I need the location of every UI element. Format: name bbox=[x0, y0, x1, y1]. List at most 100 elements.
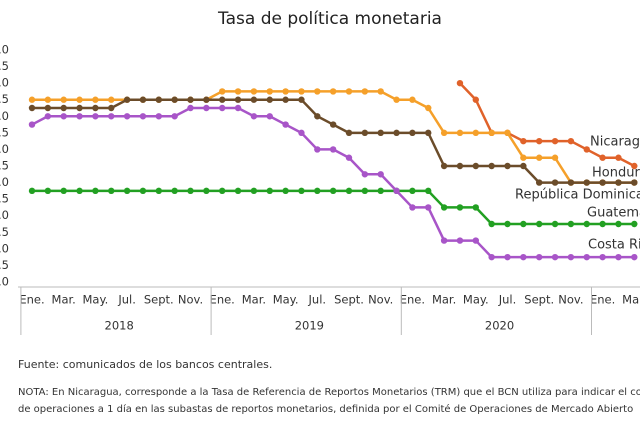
data-point bbox=[551, 137, 559, 145]
data-point bbox=[551, 154, 559, 161]
data-point bbox=[187, 96, 194, 103]
data-point bbox=[187, 104, 194, 112]
data-point bbox=[583, 146, 590, 153]
data-point bbox=[250, 88, 258, 95]
data-point bbox=[60, 187, 67, 195]
data-point bbox=[599, 179, 606, 186]
data-point bbox=[282, 187, 289, 195]
data-point bbox=[123, 113, 131, 120]
data-point bbox=[631, 162, 638, 170]
data-point bbox=[583, 253, 590, 261]
data-point bbox=[583, 220, 590, 228]
data-point bbox=[599, 253, 606, 261]
data-point bbox=[345, 187, 353, 195]
data-point bbox=[425, 104, 432, 112]
data-point bbox=[377, 129, 384, 137]
data-point bbox=[615, 253, 622, 261]
data-point bbox=[536, 179, 543, 186]
data-point bbox=[219, 187, 226, 195]
data-point bbox=[567, 253, 575, 261]
data-point bbox=[488, 253, 495, 261]
y-tick-label: 3.0 bbox=[0, 175, 9, 189]
y-tick-label: 0.0 bbox=[0, 275, 9, 289]
data-point bbox=[155, 113, 162, 120]
data-point bbox=[504, 129, 511, 137]
data-point bbox=[108, 187, 115, 195]
data-point bbox=[139, 96, 147, 103]
y-tick-label: 1.0 bbox=[0, 241, 9, 255]
data-point bbox=[520, 162, 527, 170]
data-point bbox=[567, 137, 575, 145]
data-point bbox=[504, 220, 511, 228]
x-tick-label: May. bbox=[463, 293, 489, 307]
x-tick-label: Ene. bbox=[19, 293, 44, 307]
x-tick-label: Jul. bbox=[308, 293, 327, 307]
data-point bbox=[219, 96, 226, 103]
data-point bbox=[599, 154, 606, 161]
series-label: Nicaragua bbox=[590, 135, 640, 150]
data-point bbox=[472, 96, 479, 103]
x-tick-label: Nov. bbox=[368, 293, 393, 307]
data-point bbox=[361, 88, 369, 95]
data-point bbox=[409, 96, 416, 103]
data-point bbox=[472, 162, 479, 170]
data-point bbox=[28, 187, 36, 195]
data-point bbox=[393, 96, 400, 103]
year-label: 2020 bbox=[485, 319, 514, 333]
series-label: República Dominicana bbox=[515, 188, 640, 203]
data-point bbox=[456, 237, 464, 244]
data-point bbox=[488, 220, 495, 228]
data-point bbox=[139, 113, 147, 120]
data-point bbox=[631, 253, 638, 261]
data-point bbox=[615, 220, 622, 228]
data-point bbox=[536, 253, 543, 261]
data-point bbox=[504, 162, 511, 170]
data-point bbox=[123, 96, 131, 103]
data-point bbox=[171, 113, 178, 120]
data-point bbox=[44, 104, 52, 112]
data-point bbox=[250, 96, 258, 103]
data-point bbox=[44, 187, 52, 195]
data-point bbox=[536, 137, 543, 145]
data-point bbox=[409, 187, 416, 195]
data-point bbox=[409, 129, 416, 137]
data-point bbox=[361, 129, 369, 137]
data-point bbox=[282, 88, 289, 95]
x-tick-label: Sept. bbox=[144, 293, 174, 307]
data-point bbox=[440, 129, 448, 137]
x-tick-label: Mar. bbox=[432, 293, 456, 307]
y-tick-label: 5.5 bbox=[0, 92, 9, 106]
data-point bbox=[298, 129, 305, 137]
data-point bbox=[123, 187, 131, 195]
data-point bbox=[329, 88, 337, 95]
data-point bbox=[282, 96, 289, 103]
data-point bbox=[567, 179, 575, 186]
data-point bbox=[266, 96, 273, 103]
data-point bbox=[298, 187, 305, 195]
note-line: de operaciones a 1 día en las subastas d… bbox=[18, 403, 633, 415]
data-point bbox=[345, 88, 353, 95]
y-tick-label: 3.5 bbox=[0, 159, 9, 173]
data-point bbox=[28, 104, 36, 112]
data-point bbox=[456, 129, 464, 137]
data-point bbox=[472, 129, 479, 137]
data-point bbox=[171, 96, 178, 103]
x-tick-label: Sept. bbox=[524, 293, 554, 307]
data-point bbox=[329, 187, 337, 195]
data-point bbox=[28, 121, 36, 128]
x-tick-label: May. bbox=[273, 293, 299, 307]
data-point bbox=[108, 113, 115, 120]
data-point bbox=[329, 146, 337, 153]
x-tick-label: Mar. bbox=[622, 293, 640, 307]
data-point bbox=[76, 96, 83, 103]
data-point bbox=[536, 220, 543, 228]
data-point bbox=[60, 96, 67, 103]
chart-title: Tasa de política monetaria bbox=[217, 9, 442, 29]
data-point bbox=[456, 162, 464, 170]
data-point bbox=[28, 96, 36, 103]
x-tick-label: Ene. bbox=[210, 293, 235, 307]
data-point bbox=[425, 204, 432, 211]
note-line: NOTA: En Nicaragua, corresponde a la Tas… bbox=[18, 387, 640, 398]
data-point bbox=[329, 121, 337, 128]
data-point bbox=[92, 96, 99, 103]
